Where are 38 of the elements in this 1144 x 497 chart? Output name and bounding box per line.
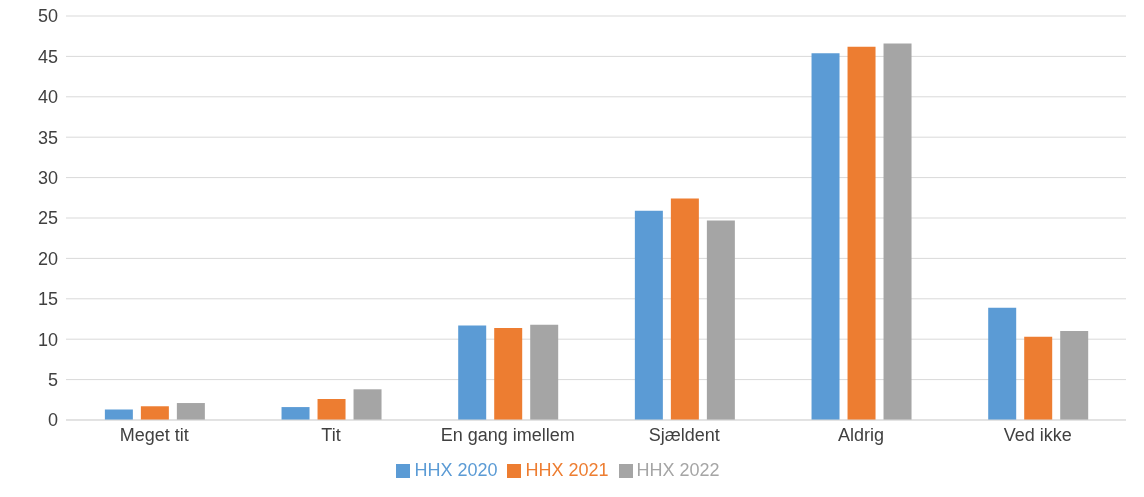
bar: [317, 398, 346, 420]
y-tick-label: 20: [37, 248, 58, 269]
x-tick-label: Meget tit: [119, 424, 189, 445]
bar: [670, 198, 699, 420]
bar: [847, 46, 876, 420]
bar: [530, 324, 559, 420]
x-tick-label: En gang imellem: [440, 424, 575, 445]
bar: [883, 43, 912, 420]
bar: [634, 210, 663, 420]
y-tick-label: 5: [47, 369, 58, 390]
bar: [140, 406, 169, 420]
bar: [458, 325, 487, 420]
x-tick-label: Aldrig: [837, 424, 885, 445]
x-tick-label: Tit: [321, 424, 341, 445]
bar: [811, 53, 840, 420]
bar: [1060, 331, 1089, 420]
bar: [176, 403, 205, 420]
legend-label: HHX 2022: [636, 460, 720, 480]
bar: [494, 327, 523, 420]
x-tick-label: Ved ikke: [1003, 424, 1072, 445]
y-tick-label: 35: [37, 127, 58, 148]
bar: [353, 389, 382, 420]
y-tick-label: 30: [37, 167, 58, 188]
y-tick-label: 50: [37, 6, 58, 27]
bar: [706, 220, 735, 420]
y-tick-label: 25: [37, 208, 58, 229]
bar: [1024, 336, 1053, 420]
y-tick-label: 15: [37, 289, 58, 310]
bar: [988, 307, 1017, 420]
legend-label: HHX 2020: [414, 460, 498, 480]
legend-label: HHX 2021: [525, 460, 609, 480]
y-tick-label: 45: [37, 46, 58, 67]
bar: [281, 407, 310, 420]
y-tick-label: 10: [37, 329, 58, 350]
y-tick-label: 0: [47, 410, 58, 431]
x-tick-label: Sjældent: [648, 424, 720, 445]
bar: [104, 409, 133, 420]
y-tick-label: 40: [37, 87, 58, 108]
